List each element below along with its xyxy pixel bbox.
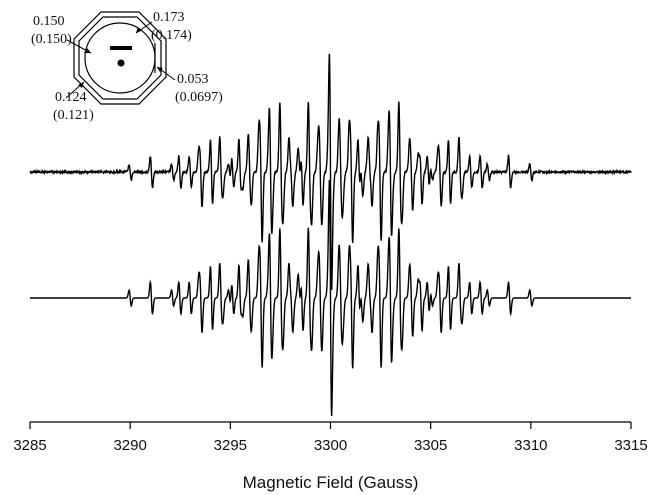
aromatic-ring-circle bbox=[84, 22, 156, 94]
coupling-arrowhead-0 bbox=[84, 48, 91, 53]
x-axis-title: Magnetic Field (Gauss) bbox=[243, 473, 419, 492]
x-axis-ticks: 3285 3290 3295 3300 3305 3310 3315 bbox=[13, 422, 648, 454]
octagon-inner bbox=[78, 16, 162, 100]
x-tick-label-5: 3310 bbox=[514, 437, 547, 454]
radical-anion-charge-bar bbox=[110, 46, 132, 50]
coupling-arrowhead-2 bbox=[157, 67, 163, 72]
coupling-0-calc: (0.150) bbox=[31, 32, 72, 47]
x-tick-label-6: 3315 bbox=[614, 437, 647, 454]
coupling-3-exp: 0.124 bbox=[55, 90, 87, 105]
coupling-arrowhead-1 bbox=[136, 27, 141, 33]
coupling-1-exp: 0.173 bbox=[153, 10, 185, 25]
coupling-2-calc: (0.0697) bbox=[175, 90, 223, 105]
coupling-1-calc: (0.174) bbox=[151, 28, 192, 43]
molecule-inset: 0.150 (0.150) 0.173 (0.174) 0.053 (0.069… bbox=[31, 10, 223, 123]
simulated-spectrum-line bbox=[30, 179, 631, 417]
x-tick-label-4: 3305 bbox=[414, 437, 447, 454]
coupling-arrowhead-3 bbox=[78, 82, 84, 88]
coupling-2-exp: 0.053 bbox=[177, 72, 209, 87]
coupling-0-exp: 0.150 bbox=[33, 14, 65, 29]
radical-dot bbox=[117, 59, 125, 67]
x-tick-label-1: 3290 bbox=[113, 437, 146, 454]
coupling-3-calc: (0.121) bbox=[53, 108, 94, 123]
octagon-outer bbox=[73, 11, 167, 105]
x-tick-label-0: 3285 bbox=[13, 437, 46, 454]
x-tick-label-2: 3295 bbox=[214, 437, 247, 454]
x-axis: 3285 3290 3295 3300 3305 3310 3315 bbox=[13, 421, 648, 454]
spectra-group bbox=[29, 53, 632, 417]
experimental-spectrum-line bbox=[29, 53, 632, 290]
x-tick-label-3: 3300 bbox=[314, 437, 347, 454]
